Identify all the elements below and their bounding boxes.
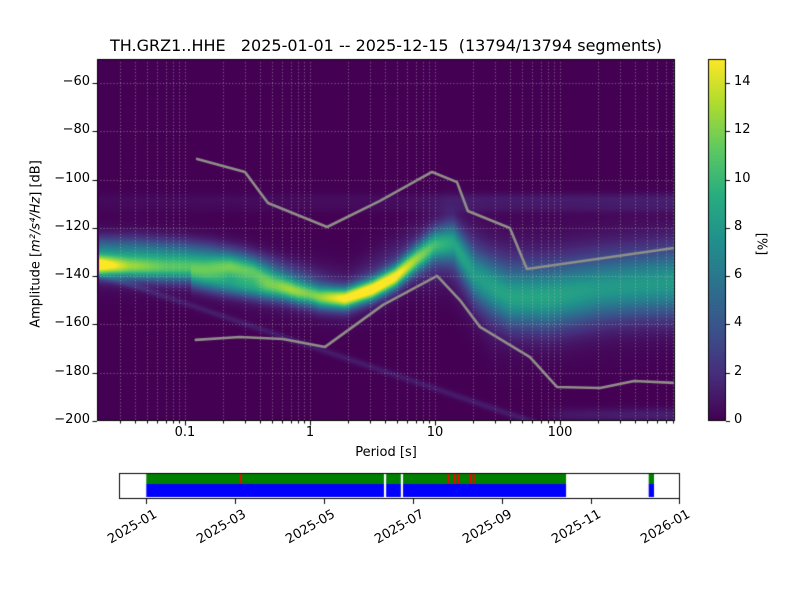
x-tick-label: 1	[305, 425, 315, 440]
colorbar-tick-label: 6	[734, 267, 743, 283]
y-axis-label: Amplitude [m²/s⁴/Hz] [dB]	[29, 160, 204, 328]
colorbar-tick-label: 14	[734, 74, 751, 90]
y-tick-label: −60	[62, 74, 90, 90]
y-tick-label: −140	[54, 267, 90, 283]
y-tick-label: −180	[54, 363, 90, 379]
y-tick-label: −80	[62, 122, 90, 138]
colorbar-tick-label: 12	[734, 122, 751, 138]
colorbar-tick-label: 8	[734, 218, 743, 234]
colorbar-label: [%]	[753, 232, 769, 256]
y-tick-label: −120	[54, 218, 90, 234]
plot-title: TH.GRZ1..HHE 2025-01-01 -- 2025-12-15 (1…	[110, 36, 662, 55]
y-tick-label: −100	[54, 170, 90, 186]
x-tick-label: 0.1	[174, 425, 196, 440]
x-tick-label: 100	[547, 425, 573, 440]
y-tick-label: −200	[54, 412, 90, 427]
colorbar-tick-label: 0	[734, 412, 743, 427]
colorbar-tick-label: 4	[734, 315, 743, 331]
x-axis-label: Period [s]	[355, 445, 417, 460]
y-tick-label: −160	[54, 315, 90, 331]
colorbar-tick-label: 2	[734, 363, 743, 379]
x-tick-label: 10	[426, 425, 444, 440]
colorbar-tick-label: 10	[734, 170, 751, 186]
